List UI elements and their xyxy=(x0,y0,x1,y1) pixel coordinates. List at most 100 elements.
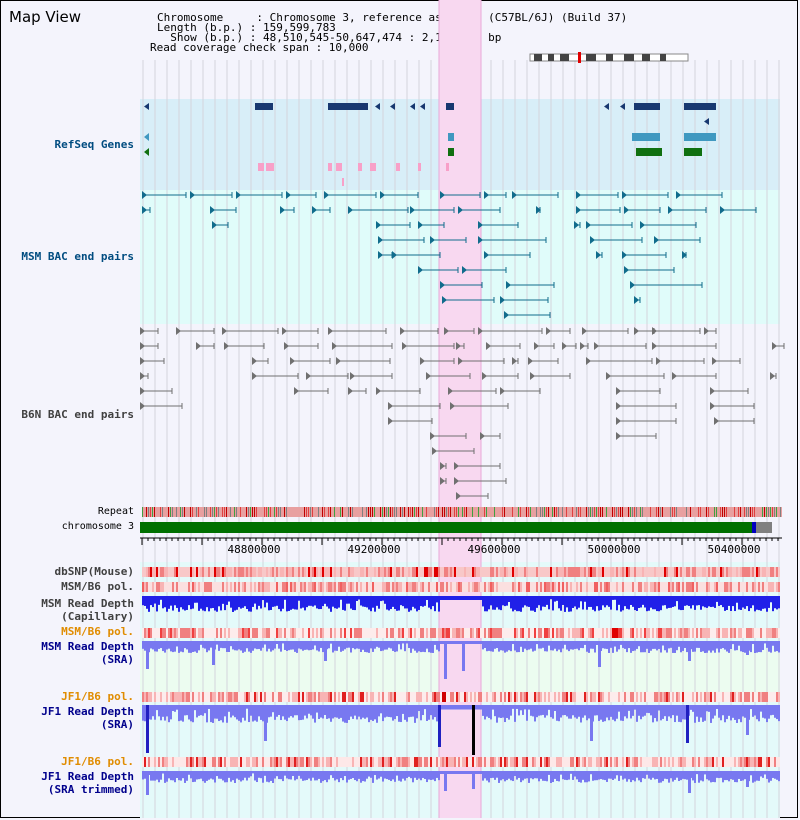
msm-b6-pol-strip-cell xyxy=(158,582,160,592)
msm-depth-capillary xyxy=(308,596,310,606)
msm-depth-capillary xyxy=(594,596,596,612)
msm-depth-sra xyxy=(704,641,706,653)
repeat-feature xyxy=(418,507,419,517)
msm-depth-sra xyxy=(152,641,154,650)
msm-b6-pol-sra-strip-cell xyxy=(484,628,486,638)
jf1-depth-sra xyxy=(568,705,570,719)
msm-depth-capillary xyxy=(236,596,238,610)
jf1-depth-sra xyxy=(542,705,544,715)
jf1-depth-trimmed xyxy=(522,771,524,781)
jf1-b6-pol-trimmed-strip-cell xyxy=(578,757,580,767)
dbsnp-strip-cell xyxy=(160,567,162,577)
b6n-bac-pair-end xyxy=(252,357,257,365)
jf1-b6-pol-strip-cell xyxy=(426,692,428,702)
jf1-depth-sra xyxy=(212,705,214,723)
jf1-depth-trimmed xyxy=(180,771,182,781)
repeat-feature xyxy=(348,507,349,517)
msm-b6-pol-strip-cell xyxy=(254,582,256,592)
repeat-feature xyxy=(764,507,765,517)
jf1-depth-trimmed xyxy=(228,771,230,778)
jf1-b6-pol-strip-cell xyxy=(514,692,516,702)
jf1-depth-trimmed xyxy=(720,771,722,778)
msm-depth-sra xyxy=(404,641,406,652)
msm-depth-sra xyxy=(310,641,312,651)
jf1-depth-trimmed xyxy=(340,771,342,779)
msm-bac-pair-end xyxy=(676,191,681,199)
msm-depth-capillary xyxy=(740,596,742,610)
repeat-feature xyxy=(152,507,153,517)
msm-depth-sra xyxy=(606,641,608,649)
repeat-feature xyxy=(544,507,545,517)
msm-b6-pol-strip-cell xyxy=(310,582,312,592)
jf1-depth-sra-spike xyxy=(472,705,475,755)
repeat-feature xyxy=(596,507,597,517)
jf1-depth-trimmed xyxy=(150,771,152,781)
jf1-depth-trimmed xyxy=(420,771,422,781)
msm-depth-capillary xyxy=(166,596,168,612)
repeat-feature xyxy=(716,507,717,517)
repeat-feature xyxy=(706,507,707,517)
jf1-depth-sra xyxy=(550,705,552,718)
jf1-depth-trimmed xyxy=(390,771,392,782)
dbsnp-strip-cell xyxy=(220,567,222,577)
msm-depth-capillary xyxy=(492,596,494,610)
dbsnp-strip-cell xyxy=(708,567,710,577)
jf1-b6-pol-strip-cell xyxy=(602,692,604,702)
repeat-feature xyxy=(388,507,389,517)
msm-b6-pol-strip-cell xyxy=(282,582,284,592)
gene-arrow xyxy=(144,103,149,110)
msm-b6-pol-sra-strip-cell xyxy=(238,628,240,638)
msm-depth-sra xyxy=(434,641,436,645)
msm-depth-capillary xyxy=(642,596,644,605)
msm-depth-sra xyxy=(406,641,408,644)
msm-depth-sra xyxy=(246,641,248,649)
jf1-depth-sra xyxy=(612,705,614,720)
repeat-feature xyxy=(708,507,709,517)
b6n-bac-pair-end xyxy=(140,402,145,410)
jf1-depth-trimmed xyxy=(422,771,424,778)
jf1-depth-sra xyxy=(644,705,646,716)
dbsnp-strip-cell xyxy=(430,567,432,577)
msm-b6-pol-sra-strip-cell xyxy=(292,628,294,638)
dbsnp-strip-cell xyxy=(444,567,446,577)
jf1-depth-trimmed xyxy=(530,771,532,779)
msm-bac-pair-end xyxy=(478,221,483,229)
dbsnp-strip-cell xyxy=(492,567,494,577)
jf1-depth-sra xyxy=(760,705,762,712)
msm-depth-sra xyxy=(580,641,582,648)
msm-b6-pol-sra-strip-cell xyxy=(708,628,710,638)
msm-depth-sra-spike xyxy=(688,641,691,661)
msm-b6-pol-sra-strip-cell xyxy=(182,628,184,638)
msm-depth-sra xyxy=(402,641,404,644)
jf1-b6-pol-trimmed-strip-cell xyxy=(172,757,174,767)
msm-bac-pair-end xyxy=(576,191,581,199)
msm-b6-pol-sra-strip-cell xyxy=(180,628,182,638)
jf1-depth-trimmed xyxy=(460,771,462,774)
msm-b6-pol-strip-cell xyxy=(222,582,224,592)
msm-depth-sra xyxy=(630,641,632,653)
jf1-depth-sra xyxy=(272,705,274,713)
jf1-depth-sra xyxy=(288,705,290,718)
msm-b6-pol-strip-cell xyxy=(670,582,672,592)
b6n-bac-pair-end xyxy=(478,327,483,335)
repeat-feature xyxy=(572,507,573,517)
msm-depth-capillary xyxy=(774,596,776,609)
jf1-depth-sra xyxy=(176,705,178,710)
msm-depth-capillary xyxy=(306,596,308,608)
msm-depth-capillary xyxy=(472,596,474,600)
jf1-depth-sra xyxy=(394,705,396,720)
jf1-depth-sra xyxy=(414,705,416,723)
jf1-depth-trimmed xyxy=(308,771,310,779)
msm-b6-pol-strip-cell xyxy=(566,582,568,592)
dbsnp-strip-cell xyxy=(382,567,384,577)
jf1-depth-sra-label: JF1 Read Depth xyxy=(41,705,134,718)
msm-depth-capillary xyxy=(608,596,610,607)
jf1-depth-trimmed xyxy=(548,771,550,775)
jf1-depth-sra xyxy=(524,705,526,710)
msm-depth-sra xyxy=(742,641,744,653)
dbsnp-strip-cell xyxy=(308,567,310,577)
msm-b6-pol-sra-strip-cell xyxy=(620,628,622,638)
msm-b6-pol-sra-strip-cell xyxy=(200,628,202,638)
msm-b6-pol-strip-cell xyxy=(188,582,190,592)
